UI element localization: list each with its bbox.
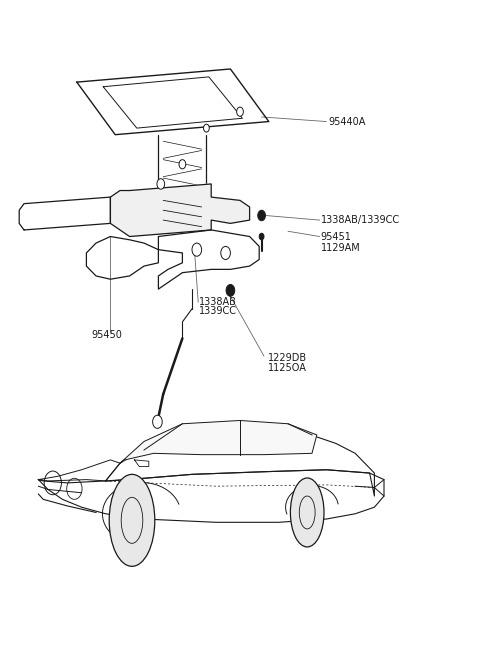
Circle shape <box>204 124 209 132</box>
Text: 95440A: 95440A <box>329 116 366 127</box>
Text: 95451: 95451 <box>321 231 351 242</box>
Polygon shape <box>110 184 250 237</box>
Text: 1129AM: 1129AM <box>321 243 360 254</box>
Text: 1338AB/1339CC: 1338AB/1339CC <box>321 215 400 225</box>
Circle shape <box>226 284 235 296</box>
Text: 1229DB: 1229DB <box>268 353 307 363</box>
Circle shape <box>258 210 265 221</box>
Ellipse shape <box>290 478 324 547</box>
Circle shape <box>259 233 264 240</box>
Polygon shape <box>86 237 158 279</box>
Ellipse shape <box>109 474 155 566</box>
Text: 1339CC: 1339CC <box>199 306 237 317</box>
Circle shape <box>179 160 186 169</box>
Polygon shape <box>106 434 374 496</box>
Polygon shape <box>19 197 110 230</box>
Circle shape <box>192 243 202 256</box>
Circle shape <box>221 246 230 260</box>
Text: 1125OA: 1125OA <box>268 363 307 373</box>
Circle shape <box>153 415 162 428</box>
Polygon shape <box>120 420 317 463</box>
Polygon shape <box>38 470 384 522</box>
Text: 95450: 95450 <box>91 330 122 340</box>
Circle shape <box>237 107 243 116</box>
Polygon shape <box>77 69 269 135</box>
Circle shape <box>157 179 165 189</box>
Polygon shape <box>158 230 259 289</box>
Text: 1338AB: 1338AB <box>199 297 237 307</box>
